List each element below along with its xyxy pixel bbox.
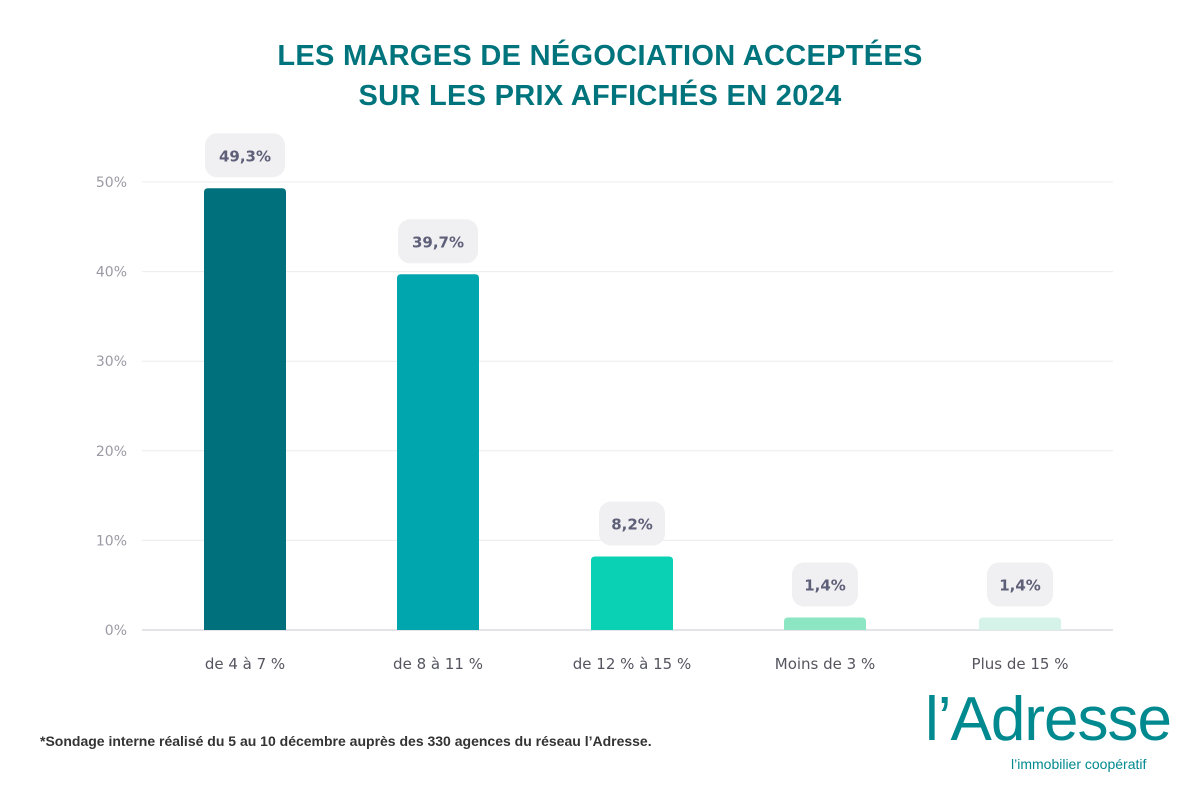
- x-tick-label: Plus de 15 %: [972, 655, 1069, 673]
- data-label: 49,3%: [219, 147, 271, 165]
- y-tick-label: 50%: [96, 175, 127, 191]
- title-line-2: SUR LES PRIX AFFICHÉS EN 2024: [358, 80, 842, 112]
- bar: [591, 556, 673, 630]
- data-label-pill: [599, 501, 665, 546]
- footnote: *Sondage interne réalisé du 5 au 10 déce…: [40, 733, 652, 749]
- y-tick-label: 20%: [96, 444, 127, 460]
- x-tick-label: de 12 % à 15 %: [573, 655, 691, 673]
- bar: [204, 188, 286, 630]
- brand-logo: l’Adresse l’immobilier coopératif: [925, 685, 1175, 786]
- y-tick-label: 30%: [96, 354, 127, 370]
- data-label-pill: [987, 562, 1053, 607]
- data-label-pill: [398, 219, 478, 264]
- bar: [784, 617, 866, 630]
- title-line-1: LES MARGES DE NÉGOCIATION ACCEPTÉES: [277, 40, 923, 72]
- data-label: 1,4%: [804, 576, 846, 594]
- x-tick-label: Moins de 3 %: [775, 655, 875, 673]
- x-tick-label: de 8 à 11 %: [393, 655, 483, 673]
- data-label: 39,7%: [412, 233, 464, 251]
- bar: [397, 274, 479, 630]
- y-tick-label: 0%: [105, 623, 127, 639]
- data-label-pill: [205, 133, 285, 178]
- y-tick-label: 10%: [96, 533, 127, 549]
- data-label: 1,4%: [999, 576, 1041, 594]
- bar: [979, 617, 1061, 630]
- data-label-pill: [792, 562, 858, 607]
- data-label: 8,2%: [611, 516, 653, 534]
- logo-wordmark: l’Adresse: [925, 685, 1172, 754]
- x-tick-label: de 4 à 7 %: [205, 655, 285, 673]
- chart-title: LES MARGES DE NÉGOCIATION ACCEPTÉES SUR …: [0, 36, 1200, 116]
- logo-tagline: l’immobilier coopératif: [1011, 756, 1147, 772]
- y-tick-label: 40%: [96, 265, 127, 281]
- bar-chart: 0% 10% 20% 30% 40% 50% 49,3% de 4 à 7 % 39,7% de …: [96, 133, 1113, 673]
